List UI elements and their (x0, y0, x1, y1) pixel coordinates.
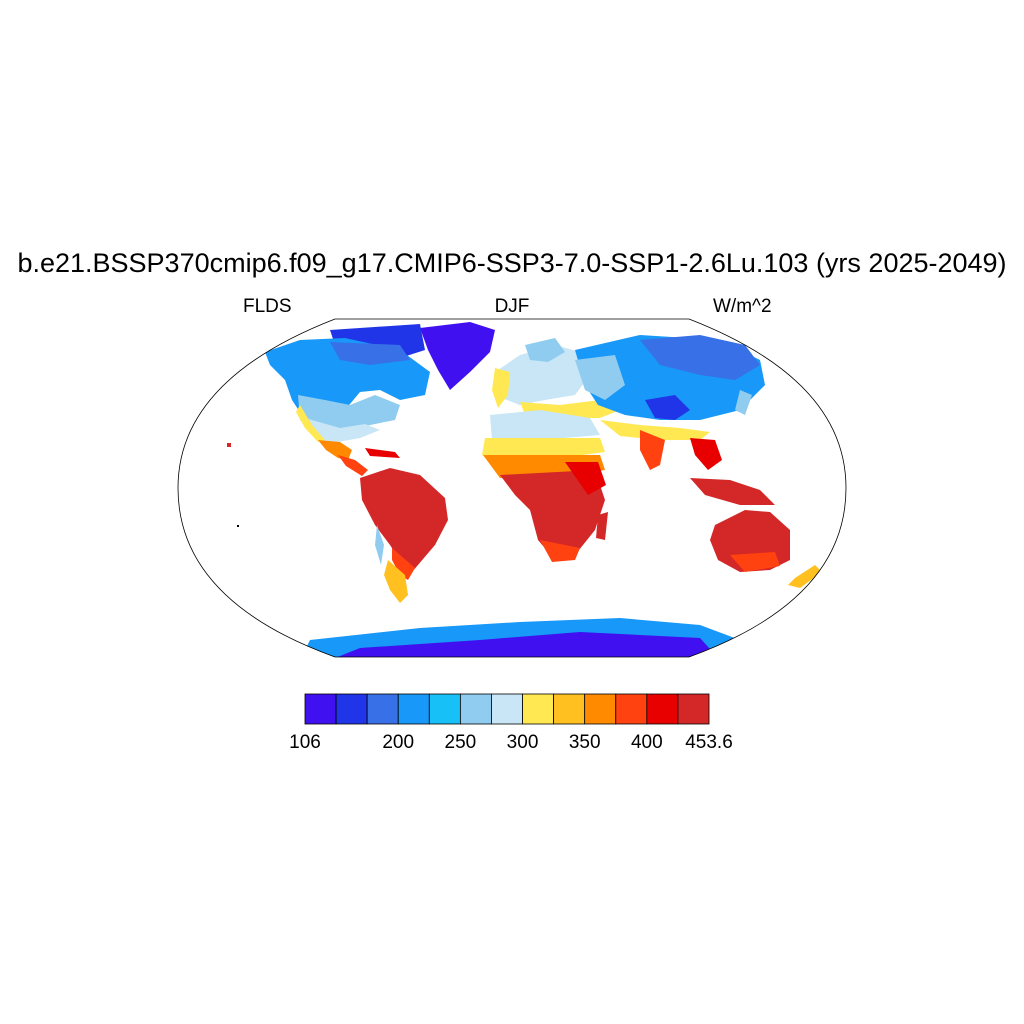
japan (735, 390, 752, 415)
central-asia (575, 355, 625, 400)
mexico (318, 440, 352, 460)
colorbar-swatch (522, 693, 555, 725)
north-america-south (305, 418, 380, 442)
colorbar-tick-label: 350 (568, 732, 601, 753)
central-america (338, 455, 368, 476)
caribbean (365, 448, 400, 458)
colorbar-swatch (553, 693, 586, 725)
southern-africa (540, 540, 580, 562)
antarctica-interior (330, 632, 720, 657)
india (640, 430, 665, 470)
patagonia (384, 560, 408, 603)
colorbar-swatch (646, 693, 679, 725)
north-africa (490, 410, 600, 440)
island-pacific (237, 525, 239, 527)
colorbar-tick-label: 250 (444, 732, 477, 753)
madagascar (596, 512, 608, 540)
north-america-central (298, 395, 400, 432)
central-africa (500, 470, 605, 560)
colorbar-tick-label: 300 (506, 732, 539, 753)
europe (495, 345, 590, 405)
colorbar-swatch (397, 693, 430, 725)
colorbar-swatch (459, 693, 492, 725)
figure-title: b.e21.BSSP370cmip6.f09_g17.CMIP6-SSP3-7.… (17, 248, 1007, 278)
colorbar-swatch (335, 693, 368, 725)
gulf-coast (296, 405, 325, 442)
maritime-continent (690, 478, 775, 505)
andes (375, 525, 384, 565)
colorbar-swatch (304, 693, 337, 725)
east-africa (565, 462, 606, 495)
colorbar-tick-label: 400 (630, 732, 663, 753)
colorbar-tick-label: 106 (289, 732, 321, 753)
colorbar (304, 693, 710, 725)
colorbar-swatch (615, 693, 648, 725)
colorbar-tick-label: 200 (382, 732, 415, 753)
siberia (640, 335, 760, 380)
land-field (227, 322, 822, 657)
colorbar-swatch (677, 693, 710, 725)
colorbar-swatch (491, 693, 523, 725)
colorbar-swatch (366, 693, 399, 725)
south-america-south (392, 548, 415, 580)
south-asia-band (600, 420, 710, 440)
hudson-bay-region (330, 342, 410, 365)
colorbar-swatch (428, 693, 461, 725)
greenland (420, 322, 495, 390)
southeast-asia (690, 438, 722, 470)
units-label: W/m^2 (713, 296, 772, 317)
hawaii (227, 443, 231, 447)
south-america (360, 468, 448, 572)
colorbar-tick-label: 453.6 (685, 732, 733, 753)
iberia-coast (492, 368, 510, 408)
australia-south (730, 552, 780, 572)
colorbar-tick-labels: 106 200 250 300 350 400 453.6 (0, 732, 1024, 756)
sahel-yellow (482, 438, 605, 460)
colorbar-swatch (584, 693, 617, 725)
tibet (645, 395, 690, 420)
scandinavia (525, 338, 565, 362)
variable-label: FLDS (243, 296, 292, 317)
map-boundary (177, 318, 847, 658)
new-zealand (788, 565, 822, 588)
season-label: DJF (494, 296, 530, 317)
